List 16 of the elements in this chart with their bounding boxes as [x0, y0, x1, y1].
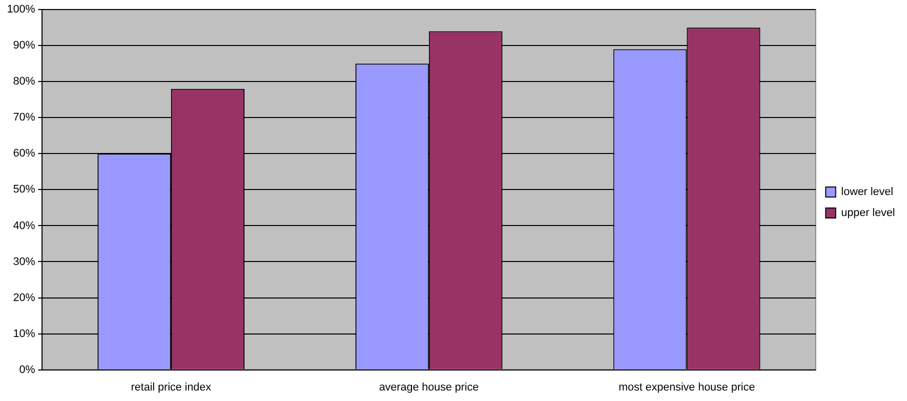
y-tick-label: 30% [13, 256, 36, 268]
y-tick-label: 20% [13, 292, 36, 304]
y-tick-label: 40% [13, 220, 36, 232]
y-tick-label: 50% [13, 184, 36, 196]
y-tick-label: 70% [13, 112, 36, 124]
legend-label: upper level [841, 207, 896, 220]
y-tick-label: 80% [13, 76, 36, 88]
y-tick-label: 0% [19, 364, 36, 376]
y-tick-label: 100% [6, 4, 36, 16]
legend-label: lower level [841, 186, 894, 198]
x-tick-label: most expensive house price [618, 381, 755, 394]
x-tick-label: retail price index [131, 381, 212, 394]
y-tick-label: 10% [13, 328, 36, 340]
x-tick-label: average house price [379, 381, 479, 394]
y-tick-label: 60% [13, 148, 36, 160]
y-tick-label: 90% [13, 40, 36, 52]
